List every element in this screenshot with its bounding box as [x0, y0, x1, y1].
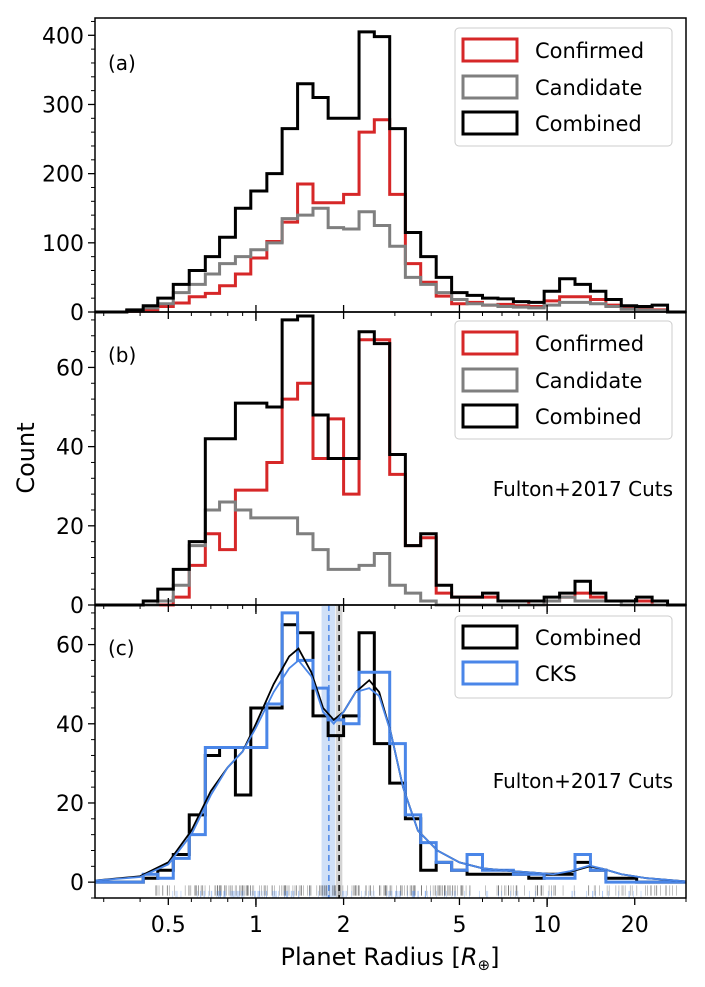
- y-tick-label: 60: [56, 634, 84, 659]
- legend-a: Confirmed Candidate Combined: [454, 27, 673, 147]
- panel-c: 0 20 40 60: [56, 598, 687, 907]
- panel-b-note: Fulton+2017 Cuts: [493, 477, 673, 501]
- y-tick-label: 0: [70, 301, 84, 326]
- x-tick-label: 5: [452, 913, 466, 938]
- y-tick-label: 40: [56, 436, 84, 461]
- series-candidate-step: [95, 206, 686, 314]
- legend-a-label-combined: Combined: [535, 112, 642, 136]
- panel-b: 0 20 40 60: [56, 305, 687, 619]
- x-axis-label-end: ]: [490, 943, 499, 971]
- y-axis-label: Count: [12, 422, 40, 493]
- legend-a-label-candidate: Candidate: [535, 76, 642, 100]
- x-tick-label: 10: [533, 913, 561, 938]
- series-confirmed-step: [95, 118, 686, 314]
- legend-b-frame: [454, 320, 673, 440]
- x-tick-label: 0.5: [151, 913, 186, 938]
- legend-a-swatch-combined: [461, 110, 519, 136]
- legend-b-swatch-candidate: [461, 367, 519, 393]
- y-tick-label: 0: [70, 871, 84, 896]
- series-candidate-step: [95, 500, 686, 607]
- legend-b-label-confirmed: Confirmed: [535, 332, 644, 356]
- y-tick-label: 20: [56, 792, 84, 817]
- series-combined-step: [95, 30, 686, 314]
- legend-b: Confirmed Candidate Combined: [454, 320, 673, 440]
- legend-c-label-cks: CKS: [535, 662, 577, 686]
- legend-a-label-confirmed: Confirmed: [535, 39, 644, 63]
- series-cks-step: [95, 611, 686, 884]
- y-tick-label: 300: [42, 93, 84, 118]
- x-axis-label-symbol: R: [461, 943, 478, 971]
- panel-c-note: Fulton+2017 Cuts: [493, 769, 673, 793]
- legend-c-label-combined: Combined: [535, 626, 642, 650]
- x-tick-label: 1: [249, 913, 263, 938]
- legend-a-swatch-candidate: [461, 74, 519, 100]
- legend-c-frame: [454, 615, 673, 699]
- y-tick-label: 100: [42, 232, 84, 257]
- y-tick-label: 400: [42, 24, 84, 49]
- x-tick-labels: 0.5 1 2 5 10 20: [151, 913, 649, 938]
- y-tick-label: 60: [56, 356, 84, 381]
- panel-c-tag: (c): [108, 636, 135, 660]
- y-tick-label: 200: [42, 163, 84, 188]
- x-tick-label: 2: [337, 913, 351, 938]
- panel-a-tag: (a): [108, 51, 136, 75]
- y-tick-label: 20: [56, 515, 84, 540]
- legend-b-swatch-combined: [461, 403, 519, 429]
- legend-b-label-candidate: Candidate: [535, 369, 642, 393]
- series-combined-step: [95, 314, 686, 607]
- legend-c-swatch-cks: [461, 660, 519, 686]
- x-axis-label: Planet Radius [R⊕]: [281, 943, 500, 974]
- panel-a: 0 100 200 300 400: [42, 17, 687, 326]
- y-tick-label: 40: [56, 713, 84, 738]
- panel-b-tag: (b): [108, 343, 136, 367]
- x-axis-label-subscript: ⊕: [478, 956, 491, 974]
- legend-b-swatch-confirmed: [461, 330, 519, 356]
- legend-a-frame: [454, 27, 673, 147]
- cks-valley-band: [321, 605, 336, 898]
- panel-frame: [94, 604, 687, 899]
- x-tick-label: 20: [621, 913, 649, 938]
- legend-c-swatch-combined: [461, 624, 519, 650]
- combined-valley-band: [335, 605, 343, 898]
- kde-cks-curve: [94, 659, 687, 883]
- legend-b-label-combined: Combined: [535, 405, 642, 429]
- y-tick-label: 0: [70, 594, 84, 619]
- legend-a-swatch-confirmed: [461, 37, 519, 63]
- radius-rug: [155, 885, 677, 898]
- legend-c: Combined CKS: [454, 615, 673, 699]
- x-axis-label-main: Planet Radius [: [281, 943, 461, 971]
